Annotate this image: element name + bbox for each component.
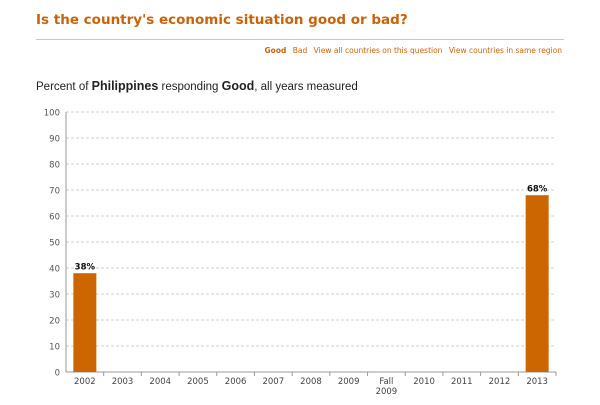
x-tick-label: 2009 (338, 377, 360, 387)
subtitle-response: Good (221, 79, 255, 93)
y-tick-label: 40 (49, 265, 60, 275)
y-tick-label: 0 (55, 369, 60, 379)
y-tick-label: 50 (49, 239, 60, 249)
y-tick-label: 60 (49, 213, 60, 223)
subtitle-country: Philippines (91, 79, 159, 93)
x-tick-label: 2002 (74, 377, 96, 387)
bar-data-label: 68% (527, 185, 548, 195)
x-tick-label: 2005 (187, 377, 209, 387)
chart-toolbar: Good Bad View all countries on this ques… (261, 46, 562, 55)
x-tick-label: 2006 (225, 377, 247, 387)
x-tick-label: 2012 (489, 377, 511, 387)
y-tick-label: 90 (49, 135, 60, 145)
x-tick-label: 2007 (262, 377, 284, 387)
y-tick-label: 70 (49, 187, 60, 197)
y-tick-label: 30 (49, 291, 60, 301)
x-tick-label: 2008 (300, 377, 322, 387)
x-tick-label: Fall (379, 377, 393, 387)
y-tick-label: 80 (49, 161, 60, 171)
x-tick-label: 2013 (526, 377, 548, 387)
subtitle-prefix: Percent of (36, 81, 89, 93)
y-tick-label: 10 (49, 343, 60, 353)
bar-data-label: 38% (75, 263, 96, 273)
y-tick-label: 20 (49, 317, 60, 327)
same-region-link[interactable]: View countries in same region (448, 46, 562, 55)
x-tick-label: 2010 (413, 377, 435, 387)
page-title: Is the country's economic situation good… (36, 12, 408, 28)
y-tick-label: 100 (44, 109, 60, 119)
x-tick-label: 2009 (376, 387, 398, 397)
good-toggle[interactable]: Good (264, 46, 287, 55)
subtitle-middle: responding (161, 81, 219, 93)
subtitle-suffix: , all years measured (254, 81, 358, 93)
bar[interactable] (525, 195, 549, 372)
x-tick-label: 2004 (149, 377, 171, 387)
all-countries-link[interactable]: View all countries on this question (313, 46, 443, 55)
bar[interactable] (73, 273, 97, 372)
title-divider (36, 39, 564, 40)
x-tick-label: 2003 (112, 377, 134, 387)
x-tick-label: 2011 (451, 377, 473, 387)
chart-subtitle: Percent of Philippines responding Good, … (36, 79, 358, 93)
bad-toggle[interactable]: Bad (292, 46, 308, 55)
